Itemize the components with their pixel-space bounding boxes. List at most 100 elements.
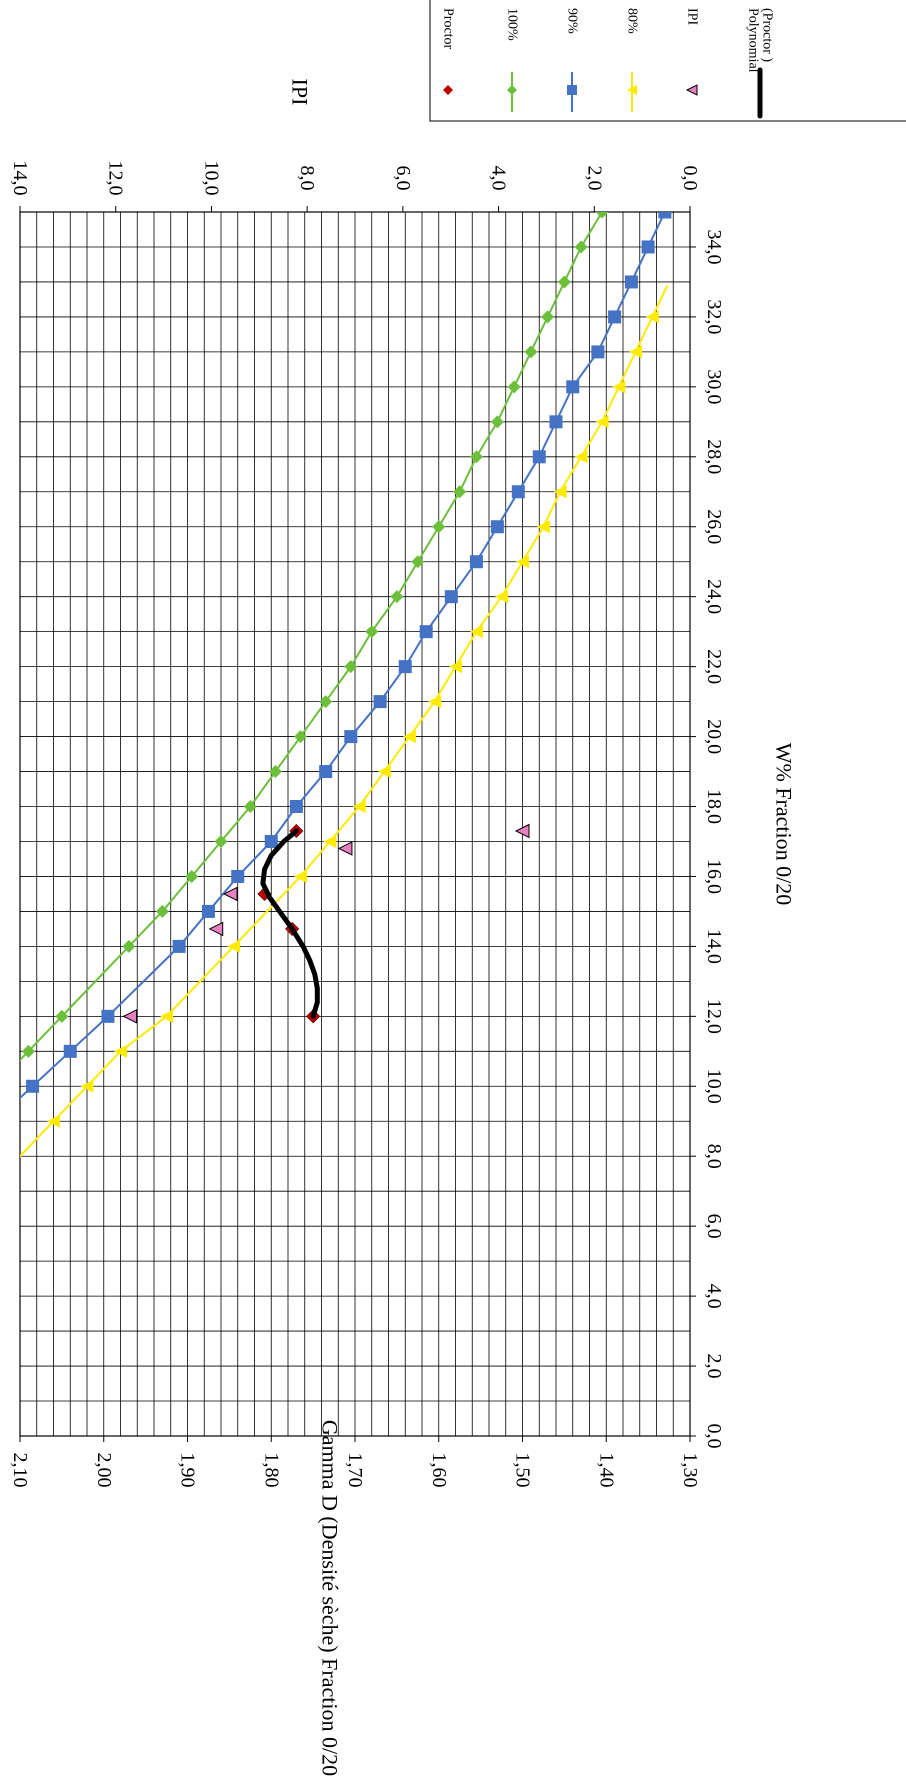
data-point-100 bbox=[319, 695, 333, 709]
data-point-100 bbox=[390, 590, 404, 604]
data-point-90 bbox=[344, 730, 358, 744]
legend-label: 80% bbox=[625, 8, 640, 34]
data-point-ipi bbox=[337, 841, 353, 856]
data-point-100 bbox=[453, 485, 467, 499]
data-point-90 bbox=[419, 625, 433, 639]
data-point-100 bbox=[344, 660, 358, 674]
x-tick-label: 30,0 bbox=[703, 369, 725, 404]
y-tick-label: 1,90 bbox=[177, 1453, 199, 1488]
legend-label: Proctor bbox=[441, 8, 456, 50]
legend-symbol-marker bbox=[627, 85, 637, 95]
series-line-polynomial-proctor bbox=[260, 828, 320, 1019]
data-point-100 bbox=[214, 834, 228, 848]
y2-tick-label: 8,0 bbox=[296, 166, 318, 191]
x-tick-label: 22,0 bbox=[703, 649, 725, 684]
data-point-80 bbox=[553, 485, 567, 499]
data-point-80 bbox=[323, 834, 337, 848]
data-point-90 bbox=[469, 555, 483, 569]
data-point-100 bbox=[411, 555, 425, 569]
data-point-100 bbox=[185, 869, 199, 883]
x-tick-label: 34,0 bbox=[703, 229, 725, 264]
data-point-90 bbox=[641, 240, 655, 254]
y-tick-label: 1,60 bbox=[428, 1453, 450, 1488]
y2-tick-label: 6,0 bbox=[392, 166, 414, 191]
data-point-80 bbox=[629, 345, 643, 359]
axis-layer: 0,0 2,0 4,0 6,0 8,0 10,0 12,0 14,0 16,0 18,0 20,0 2… bbox=[9, 79, 797, 1777]
data-point-90 bbox=[172, 939, 186, 953]
data-point-90 bbox=[264, 834, 278, 848]
legend-item-ipi: IPI bbox=[685, 8, 700, 96]
data-point-90 bbox=[608, 310, 622, 324]
legend-label: Polynomial bbox=[746, 8, 761, 73]
data-point-90 bbox=[591, 345, 605, 359]
data-point-90 bbox=[26, 1079, 40, 1093]
legend-item-90: 90% bbox=[565, 8, 580, 112]
data-point-80 bbox=[645, 310, 659, 324]
legend-item-80: 80% bbox=[625, 8, 640, 112]
data-point-90 bbox=[101, 1009, 115, 1023]
data-point-ipi bbox=[208, 921, 224, 937]
data-point-ipi bbox=[222, 886, 238, 902]
series-line-100 bbox=[20, 212, 604, 1062]
y-tick-label: 2,10 bbox=[9, 1453, 31, 1488]
legend-symbol-marker bbox=[567, 85, 577, 95]
x-tick-label: 4,0 bbox=[703, 1284, 725, 1309]
legend-item-100: 100% bbox=[505, 8, 520, 112]
data-point-100 bbox=[490, 415, 504, 429]
data-point-100 bbox=[557, 275, 571, 289]
data-point-100 bbox=[268, 765, 282, 779]
data-point-90 bbox=[444, 590, 458, 604]
data-point-ipi bbox=[514, 823, 530, 839]
data-point-80 bbox=[574, 450, 588, 464]
data-point-100 bbox=[595, 212, 609, 219]
y-tick-label: 2,00 bbox=[93, 1453, 115, 1488]
x-tick-label: 20,0 bbox=[703, 719, 725, 754]
data-point-80 bbox=[352, 800, 366, 814]
data-point-80 bbox=[47, 1114, 60, 1128]
data-point-80 bbox=[80, 1079, 94, 1093]
legend-symbol-marker bbox=[507, 85, 517, 95]
data-point-90 bbox=[289, 800, 303, 814]
legend-item-proctor: Proctor bbox=[441, 8, 456, 95]
data-point-90 bbox=[319, 765, 333, 779]
data-point-80 bbox=[536, 520, 550, 534]
data-point-100 bbox=[432, 520, 446, 534]
y2-tick-label: 2,0 bbox=[583, 166, 605, 191]
data-point-80 bbox=[595, 415, 609, 429]
data-point-90 bbox=[398, 660, 412, 674]
data-point-80 bbox=[402, 730, 416, 744]
data-point-ipi bbox=[122, 1009, 138, 1024]
data-point-90 bbox=[624, 275, 638, 289]
data-point-100 bbox=[122, 939, 136, 953]
data-point-100 bbox=[574, 240, 588, 254]
data-point-80 bbox=[516, 555, 529, 569]
x-tick-label: 18,0 bbox=[703, 789, 725, 824]
y2-tick-label: 14,0 bbox=[9, 161, 31, 196]
x-tick-label: 8,0 bbox=[703, 1144, 725, 1169]
legend-label: 90% bbox=[565, 8, 580, 34]
data-point-80 bbox=[114, 1044, 127, 1058]
legend: Proctor 100% 90% 80% IPI Polynomial (Proctor ) bbox=[429, 0, 906, 122]
data-point-100 bbox=[21, 1044, 35, 1058]
data-point-80 bbox=[227, 939, 241, 953]
data-point-90 bbox=[373, 695, 387, 709]
x-tick-label: 26,0 bbox=[703, 509, 725, 544]
y-axis-title: Gamma D (Densité sèche) Fraction 0/20 bbox=[318, 1420, 343, 1776]
x-tick-label: 10,0 bbox=[703, 1069, 725, 1104]
y-tick-label: 1,50 bbox=[512, 1453, 534, 1488]
y-tick-label: 1,80 bbox=[260, 1453, 282, 1488]
data-point-90 bbox=[63, 1044, 77, 1058]
data-point-80 bbox=[160, 1009, 174, 1023]
legend-label: IPI bbox=[685, 8, 700, 25]
legend-label: (Proctor ) bbox=[760, 8, 775, 62]
data-point-90 bbox=[490, 520, 504, 534]
y2-tick-label: 4,0 bbox=[488, 166, 510, 191]
legend-symbol-marker bbox=[685, 84, 698, 96]
data-point-80 bbox=[428, 695, 442, 709]
y2-tick-label: 12,0 bbox=[105, 161, 127, 196]
data-point-90 bbox=[658, 212, 672, 219]
data-point-90 bbox=[532, 450, 546, 464]
x-tick-label: 2,0 bbox=[703, 1354, 725, 1379]
data-point-80 bbox=[294, 869, 308, 883]
data-point-100 bbox=[55, 1009, 69, 1023]
